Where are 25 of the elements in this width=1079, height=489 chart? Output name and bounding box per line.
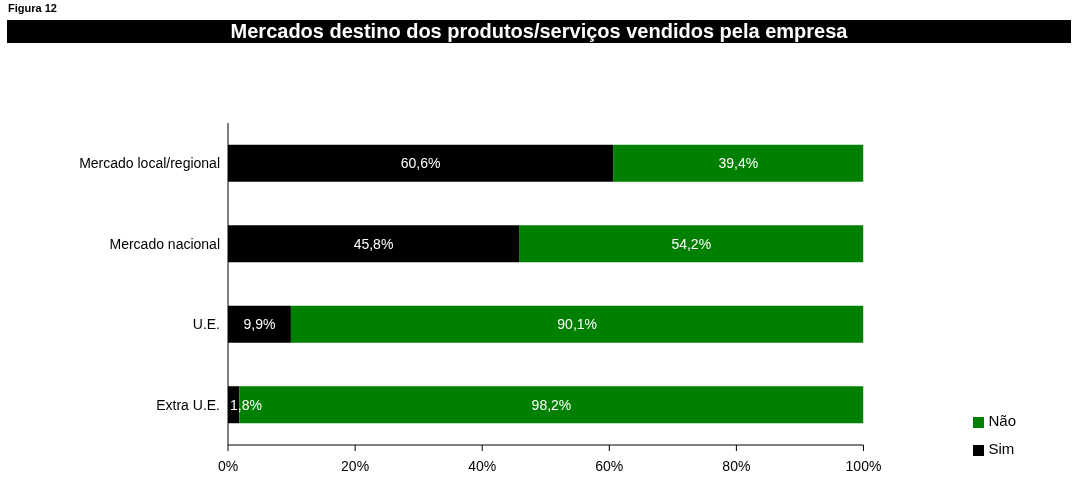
data-label: 9,9% [243, 316, 276, 333]
y-tick-label: Extra U.E. [156, 396, 220, 413]
y-tick-label: U.E. [192, 316, 220, 333]
x-tick-label: 0% [217, 457, 239, 474]
data-label: 60,6% [400, 155, 441, 172]
y-tick-label: Mercado local/regional [79, 155, 220, 172]
legend-label: Sim [988, 440, 1015, 457]
x-tick-label: 40% [468, 457, 497, 474]
legend-label: Não [988, 412, 1016, 429]
data-label: 98,2% [531, 396, 572, 413]
data-label: 90,1% [557, 316, 598, 333]
bar [613, 144, 864, 182]
x-tick-label: 20% [341, 457, 370, 474]
data-label: 45,8% [353, 235, 394, 252]
bar [290, 305, 864, 343]
y-tick-label: Mercado nacional [109, 235, 220, 252]
x-tick-label: 100% [845, 457, 882, 474]
chart-title: Mercados destino dos produtos/serviços vendidos pela empresa [7, 20, 1071, 43]
x-tick-label: 80% [722, 457, 751, 474]
bar [519, 225, 864, 263]
data-label: 39,4% [718, 155, 759, 172]
x-tick-label: 60% [595, 457, 624, 474]
text: Figura 12 [8, 2, 57, 14]
data-label: 54,2% [671, 235, 712, 252]
data-label: 1,8% [230, 396, 262, 413]
